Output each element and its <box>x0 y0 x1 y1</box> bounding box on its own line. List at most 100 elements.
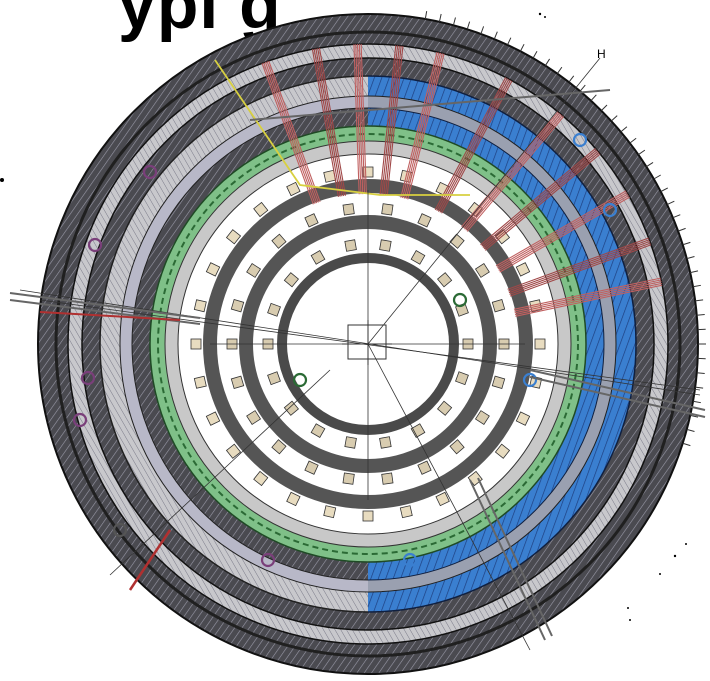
ring-notch <box>323 505 337 519</box>
edge-tick <box>677 227 686 232</box>
edge-tick <box>568 75 575 83</box>
cable-strand <box>498 195 629 272</box>
ring-notch <box>304 213 319 228</box>
cable-strand <box>356 44 364 195</box>
cable-strand <box>462 112 560 229</box>
cable-strand <box>508 240 651 294</box>
ring-notch <box>253 470 269 487</box>
ring-notch <box>193 375 207 389</box>
edge-tick <box>519 43 525 52</box>
loop-markers <box>72 11 706 568</box>
ring-notch <box>342 472 355 485</box>
cable-strand <box>403 52 442 199</box>
cable-strand <box>261 63 314 205</box>
ring-notch <box>436 272 453 288</box>
cable-strand <box>384 45 402 196</box>
cable-strand <box>484 153 601 251</box>
ring-notch <box>267 302 281 317</box>
ring-notch <box>399 505 413 519</box>
ring-notch <box>515 411 531 426</box>
ring-notch <box>410 250 426 265</box>
ring-notch <box>379 436 392 449</box>
edge-tick <box>532 51 538 59</box>
ring-notch <box>230 298 245 313</box>
cable-strand <box>381 45 399 195</box>
edge-tick <box>610 115 618 122</box>
ring-notch <box>417 213 432 228</box>
ring-notch <box>494 443 511 459</box>
cable-strand <box>513 277 661 310</box>
loop-marker <box>72 412 88 428</box>
edge-tick <box>686 428 695 432</box>
ring-notch <box>253 201 269 218</box>
ring-notch <box>362 510 374 522</box>
cable-strand <box>315 48 343 197</box>
loop-marker <box>452 292 468 308</box>
ring-notch <box>455 371 469 386</box>
ring-notch <box>267 371 281 386</box>
cable-strand <box>405 53 443 200</box>
ring-notch <box>230 375 245 390</box>
ring-notch <box>283 400 300 416</box>
ring-notch <box>474 263 490 278</box>
center-marker <box>342 320 392 365</box>
edge-tick <box>692 284 701 288</box>
ring-notch <box>342 203 355 216</box>
edge-tick <box>695 299 704 302</box>
ring-notch <box>286 491 301 507</box>
edge-tick <box>629 137 637 144</box>
ring-notch <box>225 443 242 459</box>
ring-notch <box>534 338 546 350</box>
cable-strand <box>483 152 600 250</box>
edge-tick <box>493 31 498 40</box>
ring-notch <box>449 233 465 249</box>
edge-tick <box>672 214 681 219</box>
edge-tick <box>452 17 456 26</box>
loop-marker <box>112 522 128 538</box>
red-cable-bottom <box>128 529 172 591</box>
cable-strand <box>514 281 662 314</box>
edge-tick <box>696 372 705 374</box>
edge-tick <box>556 66 563 74</box>
ring-notch <box>246 410 262 425</box>
cable-strand <box>439 79 511 213</box>
edge-tick <box>638 149 646 156</box>
ring-notch <box>271 233 287 249</box>
red-cable-left <box>39 311 181 321</box>
loop-marker <box>292 372 308 388</box>
edge-tick <box>646 161 654 168</box>
ring-notch <box>417 460 432 475</box>
cable-strand <box>482 150 599 249</box>
ring-notch <box>381 203 394 216</box>
cable-strand <box>266 61 319 203</box>
cable-strand <box>508 239 650 292</box>
ring-notch <box>271 439 287 455</box>
ring-notch <box>410 423 426 438</box>
edge-tick <box>620 126 628 133</box>
scatter-dots <box>0 12 687 621</box>
cable-strand <box>495 190 627 267</box>
ring-notch <box>435 491 450 507</box>
cable-strand <box>465 114 563 231</box>
cable-bundles <box>214 44 663 317</box>
cable-strand <box>463 113 562 230</box>
ring-notch <box>436 400 453 416</box>
cable-strand <box>263 62 316 204</box>
ring-notch <box>205 411 221 426</box>
ring-notch <box>449 439 465 455</box>
loop-marker <box>572 132 588 148</box>
edge-tick <box>653 174 661 180</box>
edge-tick <box>579 84 586 92</box>
cable-strand <box>358 44 366 195</box>
cable-strand <box>402 52 440 199</box>
ring-notch <box>190 338 202 350</box>
edge-tick <box>507 37 512 46</box>
edge-tick <box>690 414 699 418</box>
cable-strand <box>441 80 513 214</box>
edge-tick <box>544 58 551 66</box>
ring-notch <box>515 262 531 277</box>
cable-strand <box>509 244 652 297</box>
cable-strand <box>379 45 397 195</box>
ring-notch <box>474 410 490 425</box>
ring-notch <box>310 250 326 265</box>
